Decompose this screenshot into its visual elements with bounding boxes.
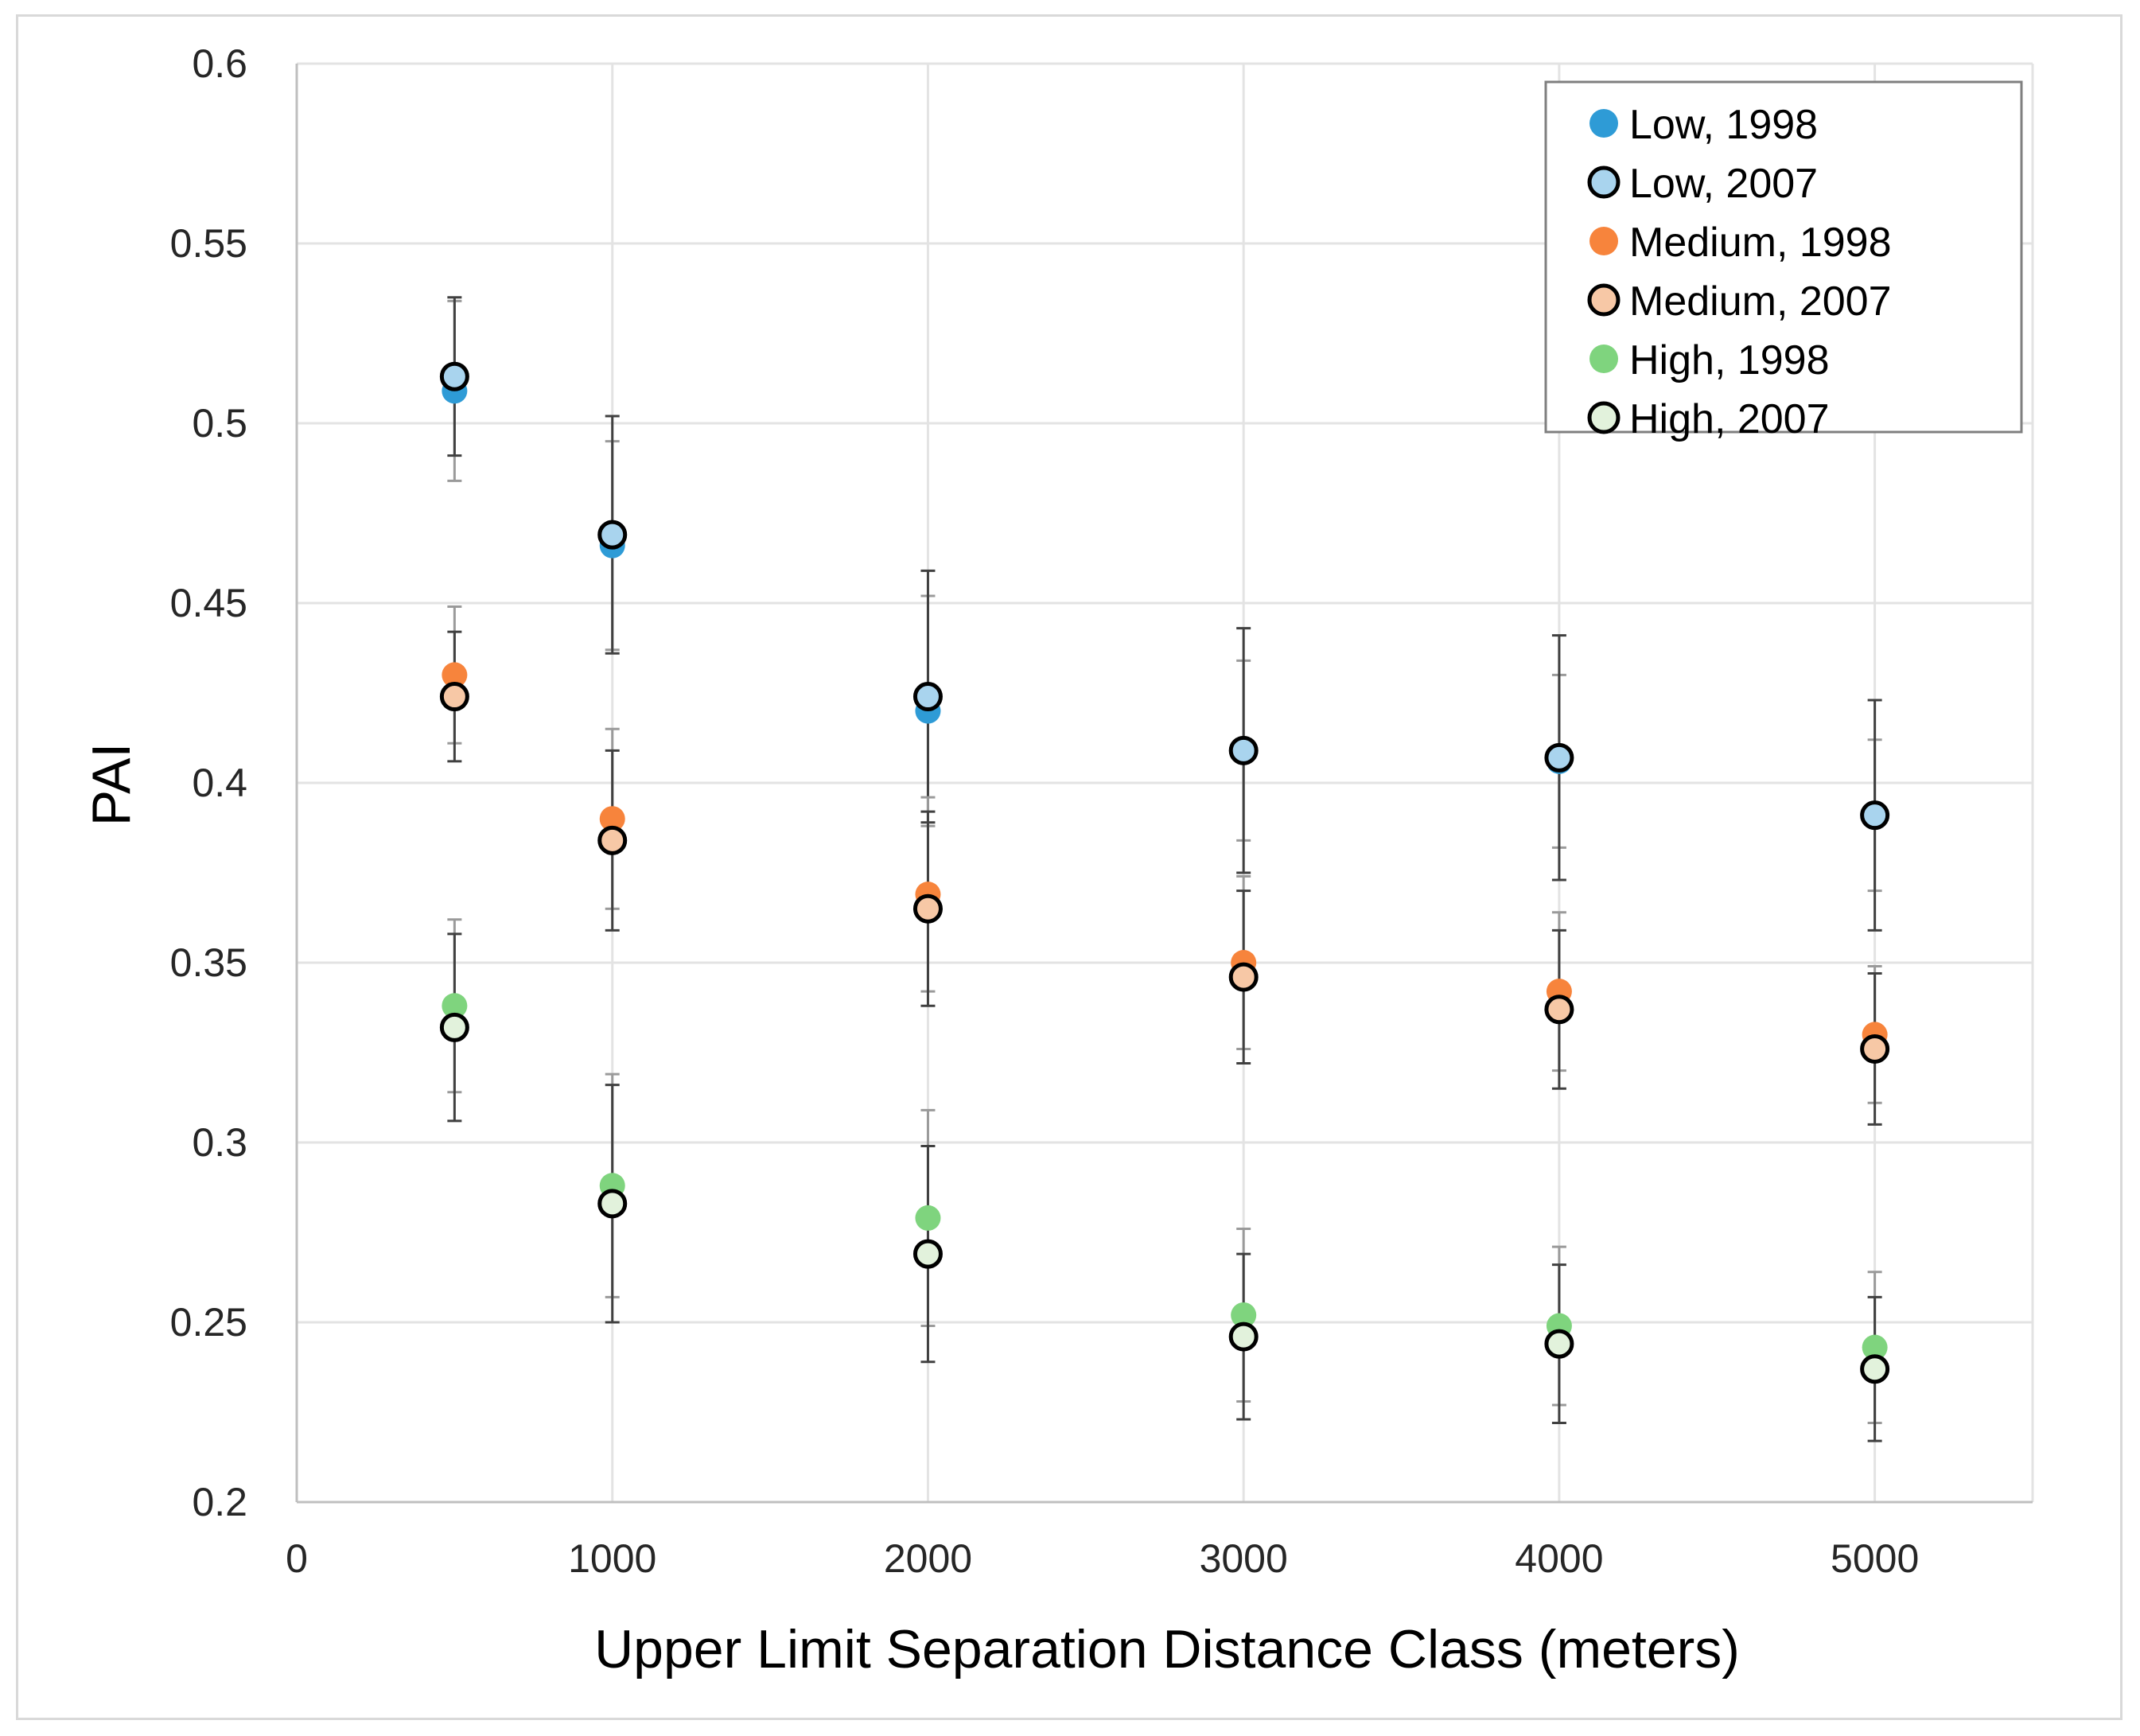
- x-tick-label: 5000: [1831, 1536, 1919, 1581]
- y-tick-label: 0.5: [192, 401, 247, 446]
- axes: [295, 64, 2033, 1504]
- point-high-2007: [1544, 1329, 1574, 1359]
- point-high-1998: [915, 1205, 941, 1231]
- point-high-2007: [597, 1189, 628, 1219]
- y-tick-labels: 0.2 0.25 0.3 0.35 0.4 0.45 0.5 0.55 0.6: [170, 41, 247, 1524]
- point-low-2007: [1860, 800, 1890, 831]
- point-low-2007: [597, 520, 628, 550]
- point-medium-2007: [1228, 962, 1259, 992]
- legend-marker-high-1998: [1589, 344, 1618, 373]
- legend-marker-low-2007: [1587, 165, 1621, 199]
- point-high-1998: [1862, 1334, 1888, 1360]
- point-medium-2007: [1860, 1033, 1890, 1064]
- y-tick-label: 0.25: [170, 1300, 247, 1345]
- point-high-2007: [1860, 1354, 1890, 1384]
- legend: Low, 1998 Low, 2007 Medium, 1998 Medium, 20…: [1544, 80, 2023, 442]
- point-high-1998: [1231, 1302, 1257, 1328]
- point-high-1998: [442, 993, 468, 1019]
- legend-items: Low, 1998 Low, 2007 Medium, 1998 Medium, 20…: [1587, 102, 1892, 442]
- y-tick-label: 0.3: [192, 1120, 247, 1165]
- pai-scatter-chart: 0.2 0.25 0.3 0.35 0.4 0.45 0.5 0.55 0.6 0 1000 200…: [81, 41, 2034, 1680]
- legend-label-medium-1998: Medium, 1998: [1629, 220, 1892, 266]
- y-tick-label: 0.45: [170, 581, 247, 625]
- point-high-2007: [912, 1239, 943, 1269]
- point-low-2007: [1228, 735, 1259, 765]
- legend-label-medium-2007: Medium, 2007: [1629, 278, 1892, 325]
- y-tick-label: 0.35: [170, 940, 247, 985]
- point-high-2007: [439, 1012, 469, 1042]
- error-bars: [447, 296, 1882, 1442]
- point-low-2007: [439, 361, 469, 391]
- y-tick-label: 0.6: [192, 41, 247, 86]
- figure-frame: 0.2 0.25 0.3 0.35 0.4 0.45 0.5 0.55 0.6 0 1000 200…: [16, 14, 2122, 1720]
- legend-label-low-2007: Low, 2007: [1629, 161, 1818, 207]
- x-tick-labels: 0 1000 2000 3000 4000 5000: [286, 1536, 1919, 1581]
- legend-label-high-2007: High, 2007: [1629, 396, 1830, 442]
- point-low-2007: [912, 682, 943, 712]
- y-tick-label: 0.4: [192, 761, 247, 805]
- y-tick-label: 0.2: [192, 1480, 247, 1524]
- x-tick-label: 4000: [1515, 1536, 1603, 1581]
- legend-label-high-1998: High, 1998: [1629, 337, 1830, 383]
- point-medium-2007: [439, 682, 469, 712]
- legend-box: [1544, 80, 2023, 434]
- data-points: [439, 361, 1890, 1384]
- legend-label-low-1998: Low, 1998: [1629, 102, 1818, 148]
- legend-marker-medium-2007: [1587, 283, 1621, 317]
- point-high-2007: [1228, 1321, 1259, 1352]
- legend-marker-medium-1998: [1589, 227, 1618, 255]
- x-tick-label: 3000: [1200, 1536, 1288, 1581]
- x-axis-label: Upper Limit Separation Distance Class (m…: [594, 1619, 1740, 1680]
- point-low-2007: [1544, 742, 1574, 773]
- point-medium-1998: [442, 662, 468, 688]
- y-tick-label: 0.55: [170, 221, 247, 266]
- legend-marker-low-1998: [1589, 109, 1618, 138]
- point-medium-2007: [1544, 995, 1574, 1025]
- x-tick-label: 2000: [884, 1536, 972, 1581]
- point-medium-1998: [599, 806, 625, 832]
- y-axis-label: PAI: [81, 743, 142, 827]
- x-tick-label: 0: [286, 1536, 308, 1581]
- x-tick-label: 1000: [568, 1536, 656, 1581]
- point-medium-2007: [912, 893, 943, 924]
- point-medium-2007: [597, 825, 628, 855]
- legend-marker-high-2007: [1587, 401, 1621, 434]
